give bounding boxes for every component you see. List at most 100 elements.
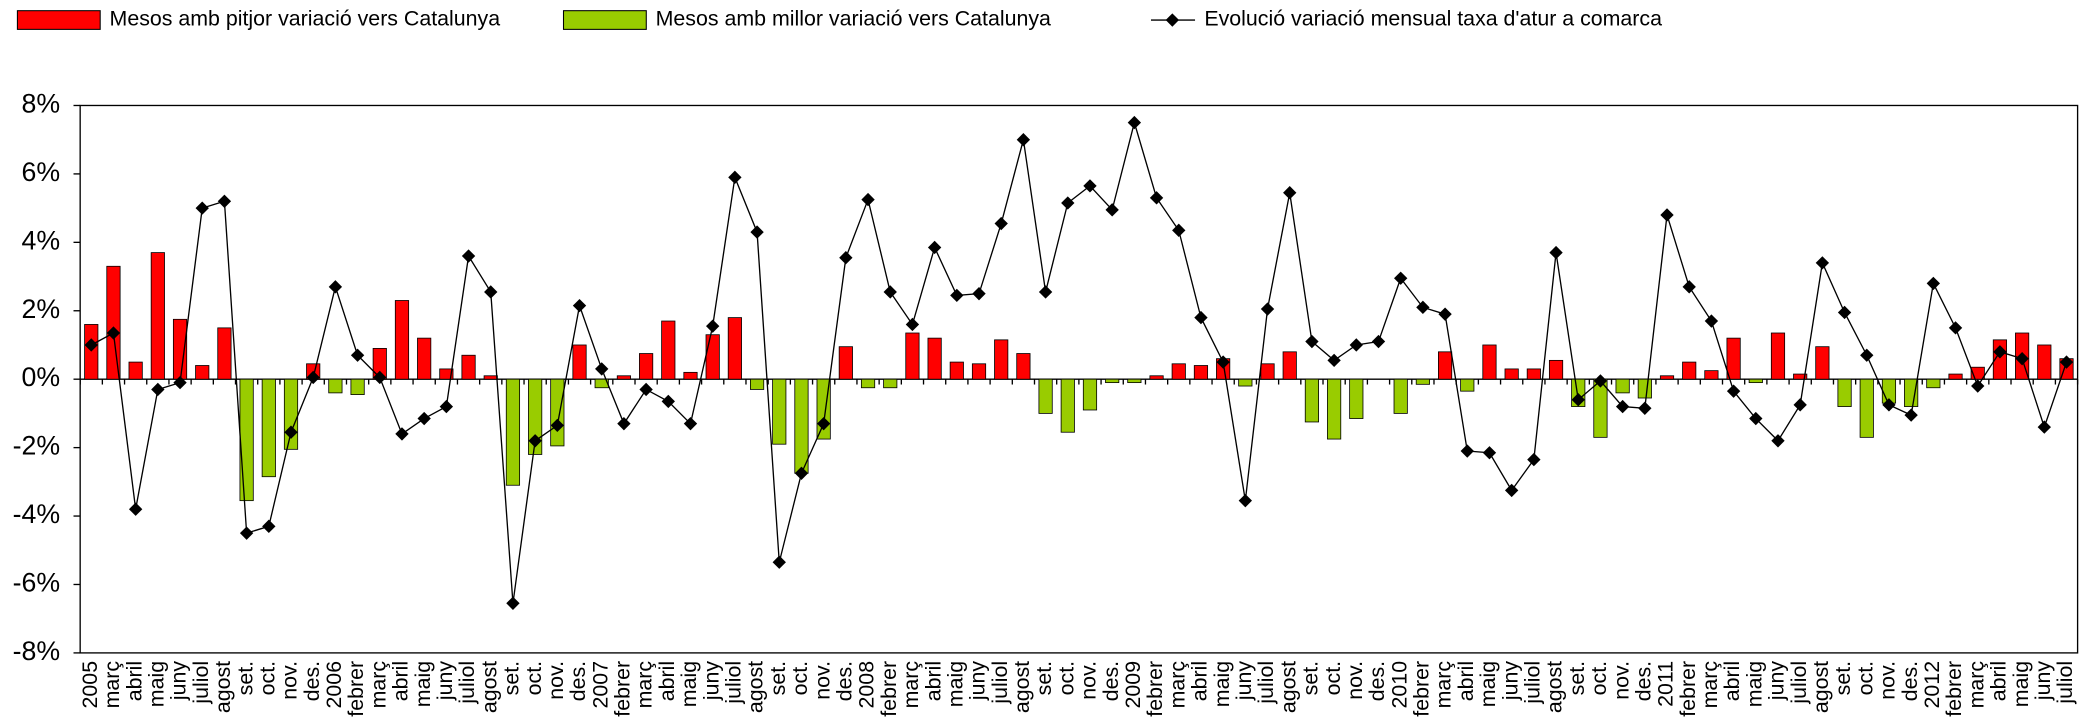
x-tick-label: oct. xyxy=(1321,661,1345,695)
line-marker xyxy=(1527,452,1541,467)
bar xyxy=(128,361,143,380)
line-marker xyxy=(1749,411,1763,426)
bar xyxy=(1260,363,1275,380)
bar xyxy=(1082,378,1098,411)
x-tick-label: 2012 xyxy=(1920,661,1944,709)
x-tick-label: oct. xyxy=(1587,661,1611,695)
line-marker xyxy=(794,466,809,480)
line-marker xyxy=(1571,393,1585,407)
line-marker xyxy=(1815,256,1830,270)
line-marker xyxy=(1682,280,1696,294)
x-tick-label: oct. xyxy=(255,661,279,695)
line-marker xyxy=(972,286,986,301)
bar xyxy=(550,378,565,447)
x-tick-label: març xyxy=(899,661,923,709)
line-marker xyxy=(1127,115,1142,130)
line-marker xyxy=(905,317,920,332)
line-marker xyxy=(1726,384,1741,398)
x-tick-label: set. xyxy=(1565,661,1589,695)
bar xyxy=(150,252,165,380)
x-tick-label: juliol xyxy=(1787,661,1811,705)
x-tick-label: abril xyxy=(122,661,146,701)
x-tick-label: nov. xyxy=(1609,661,1633,700)
bar xyxy=(727,317,742,380)
x-tick-label: oct. xyxy=(788,661,812,695)
bar xyxy=(794,378,809,474)
bar xyxy=(1349,378,1364,419)
x-tick-label: febrer xyxy=(877,661,901,717)
line-marker xyxy=(151,382,165,397)
bar xyxy=(994,339,1009,380)
bar xyxy=(1038,378,1053,414)
x-tick-label: set. xyxy=(1299,661,1323,695)
bar xyxy=(1415,378,1430,385)
line-marker xyxy=(927,240,942,255)
x-tick-label: abril xyxy=(655,661,679,701)
line-marker xyxy=(728,170,742,185)
x-tick-label: juny xyxy=(966,661,990,702)
y-tick-label: 4% xyxy=(22,225,61,255)
line-marker xyxy=(1993,345,2007,359)
x-tick-label: juny xyxy=(2031,661,2055,702)
bar xyxy=(661,320,676,380)
bar xyxy=(461,354,476,380)
line-marker xyxy=(2015,351,2029,366)
line-marker xyxy=(750,225,764,239)
line-marker xyxy=(816,416,831,431)
x-tick-label: juny xyxy=(167,661,191,702)
x-tick-label: nov. xyxy=(1343,661,1367,700)
x-tick-label: abril xyxy=(921,661,945,701)
line-marker xyxy=(1460,444,1474,458)
line-marker xyxy=(373,370,387,385)
bar xyxy=(1282,351,1297,380)
y-tick-label: -6% xyxy=(13,568,60,598)
line-marker xyxy=(617,416,631,431)
x-tick-label: juliol xyxy=(988,661,1012,705)
line-marker xyxy=(950,288,964,303)
x-tick-label: maig xyxy=(1210,661,1234,707)
bar xyxy=(350,378,365,395)
bar xyxy=(1304,378,1319,423)
bar xyxy=(1593,378,1608,438)
x-tick-label: maig xyxy=(1742,661,1766,707)
x-tick-label: set. xyxy=(1032,661,1056,695)
x-tick-label: nov. xyxy=(1876,661,1900,700)
line-marker xyxy=(1305,334,1319,349)
line-marker xyxy=(1615,399,1630,414)
line-marker xyxy=(417,411,431,426)
line-marker xyxy=(128,502,143,516)
line-marker xyxy=(1238,493,1253,508)
y-tick-label: 0% xyxy=(22,362,61,392)
line-marker xyxy=(1105,203,1119,217)
bar xyxy=(239,378,254,502)
legend-swatch xyxy=(16,10,101,30)
x-tick-label: març xyxy=(1432,661,1456,709)
y-tick-label: -2% xyxy=(13,431,60,461)
bar xyxy=(1438,351,1453,380)
x-tick-label: maig xyxy=(1476,661,1500,707)
x-tick-label: nov. xyxy=(278,661,302,700)
x-tick-label: maig xyxy=(144,661,168,707)
x-tick-label: febrer xyxy=(1410,661,1434,717)
bar xyxy=(772,378,787,445)
x-tick-label: juliol xyxy=(1254,661,1278,705)
bar xyxy=(1904,378,1919,407)
x-tick-label: juny xyxy=(1232,661,1256,702)
bar xyxy=(84,324,99,380)
bar xyxy=(1127,378,1142,384)
x-tick-label: 2007 xyxy=(588,661,612,709)
y-tick-label: 6% xyxy=(22,157,61,187)
line-marker xyxy=(1194,310,1208,325)
bar xyxy=(1393,378,1408,414)
legend-swatch xyxy=(562,10,647,30)
x-tick-label: març xyxy=(1698,661,1722,709)
bar xyxy=(927,337,942,380)
bar xyxy=(195,365,210,380)
bar xyxy=(106,265,121,380)
x-tick-label: oct. xyxy=(522,661,546,695)
bar xyxy=(949,361,964,380)
bar xyxy=(905,332,920,380)
bar xyxy=(1016,353,1031,380)
bar xyxy=(1460,378,1475,392)
x-tick-label: 2005 xyxy=(78,661,102,709)
